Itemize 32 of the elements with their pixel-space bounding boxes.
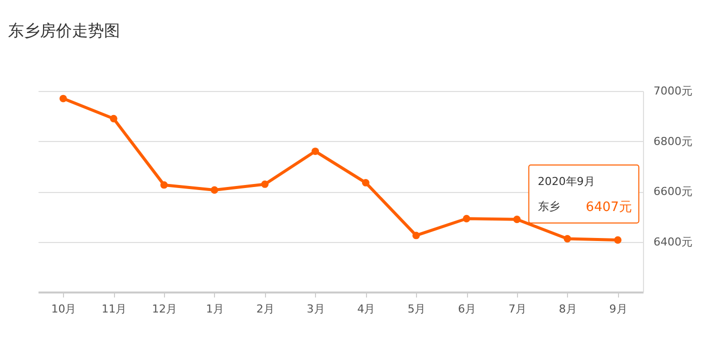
y-tick-label: 6600元 [654, 185, 692, 198]
point [110, 114, 118, 122]
point [210, 186, 218, 194]
x-tick-label: 5月 [408, 302, 426, 316]
x-tick-label: 1月 [206, 302, 224, 316]
x-tick-label: 8月 [558, 302, 577, 316]
point [564, 235, 572, 242]
point [261, 180, 269, 188]
series-label: 东乡 [538, 200, 560, 213]
point [412, 232, 420, 240]
point [362, 179, 370, 186]
x-tick-label: 12月 [152, 302, 178, 316]
chart-title: 东乡房价走势图 [8, 21, 120, 40]
point [513, 216, 521, 224]
x-tick-label: 9月 [609, 302, 628, 316]
x-tick-label: 2月 [256, 302, 274, 316]
point [60, 94, 67, 102]
x-tick-label: 3月 [306, 302, 325, 316]
y-tick-label: 6400元 [654, 235, 692, 248]
x-tick-label: 10月 [51, 302, 76, 316]
point [462, 214, 470, 222]
point [614, 236, 622, 244]
data-label: 6407元 [586, 200, 632, 215]
y-tick-label: 7000元 [654, 84, 692, 98]
x-tick-label: 4月 [357, 302, 376, 316]
point [160, 181, 168, 189]
y-tick-label: 6800元 [654, 134, 692, 148]
point [312, 148, 319, 155]
x-tick-label: 7月 [508, 302, 526, 316]
x-tick-label: 6月 [458, 302, 476, 316]
annotation: 2020年9月 [538, 174, 595, 188]
x-tick-label: 11月 [102, 302, 127, 316]
